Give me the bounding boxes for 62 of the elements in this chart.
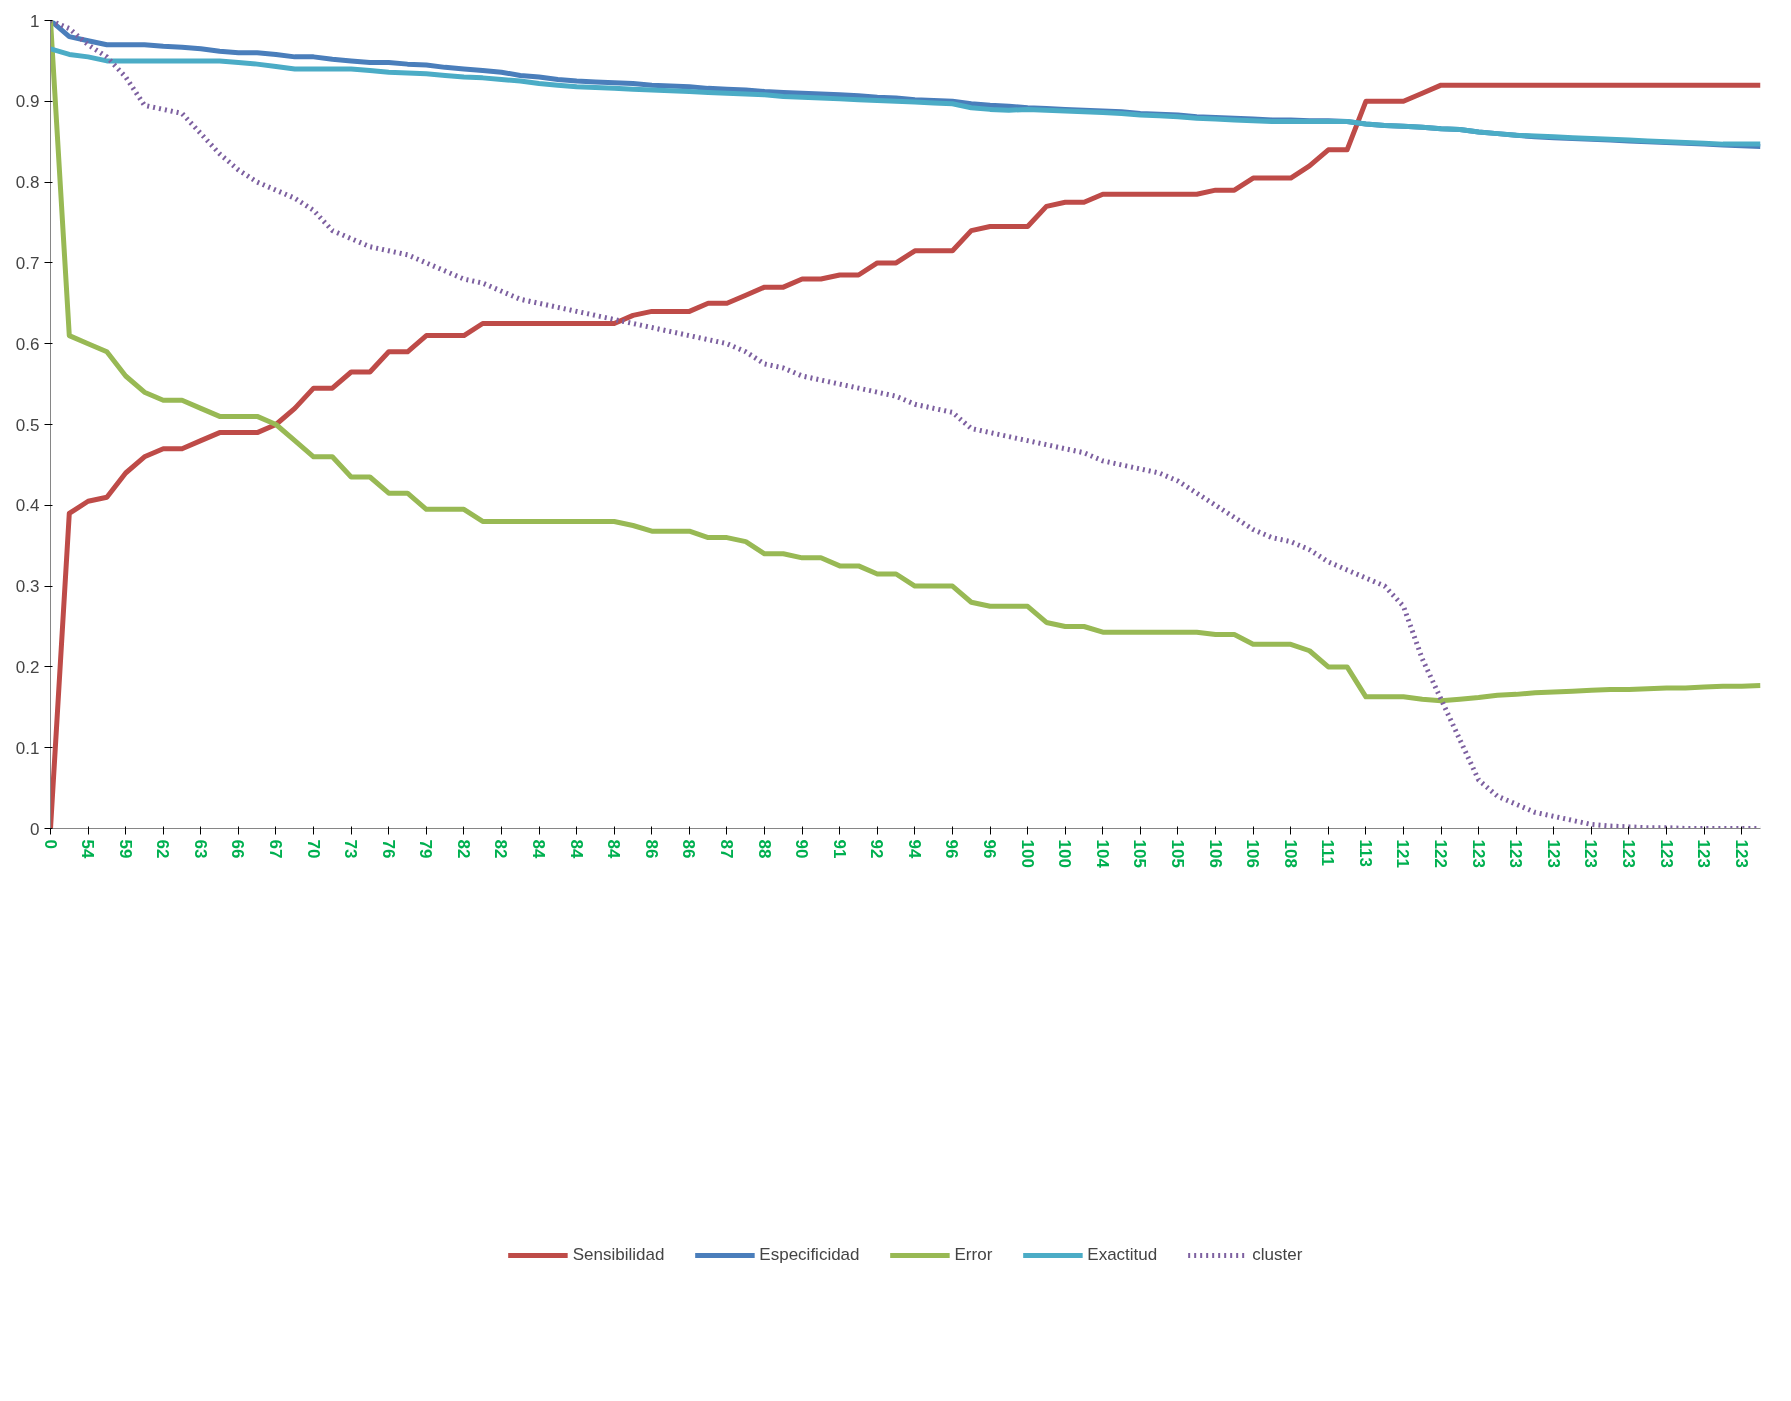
x-tick-label: 54 — [78, 839, 98, 859]
x-tick-label: 123 — [1694, 839, 1714, 868]
y-tick-label: 0.9 — [15, 92, 40, 112]
legend-label: cluster — [1252, 1245, 1303, 1265]
y-tick-label: 0.8 — [15, 173, 40, 193]
x-tick-label: 100 — [1055, 839, 1075, 868]
x-tick-label: 123 — [1618, 839, 1638, 868]
legend-label: Exactitud — [1087, 1245, 1158, 1265]
x-tick-label: 106 — [1205, 839, 1225, 868]
x-tick-label: 91 — [829, 839, 849, 859]
x-tick-label: 59 — [115, 839, 135, 859]
x-tick-label: 123 — [1506, 839, 1526, 868]
y-tick-label: 0.4 — [15, 496, 40, 516]
x-tick-label: 123 — [1468, 839, 1488, 868]
x-tick-label: 82 — [491, 839, 511, 859]
x-tick-label: 100 — [1017, 839, 1037, 868]
x-tick-label: 66 — [228, 839, 248, 859]
x-tick-label: 105 — [1167, 839, 1187, 868]
y-tick-label: 0.3 — [15, 577, 40, 597]
x-tick-label: 84 — [529, 839, 549, 859]
x-tick-label: 92 — [867, 839, 887, 859]
x-tick-label: 96 — [980, 839, 1000, 859]
legend-label: Especificidad — [759, 1245, 860, 1265]
x-tick-label: 86 — [679, 839, 699, 859]
x-tick-label: 123 — [1543, 839, 1563, 868]
x-tick-label: 111 — [1318, 839, 1338, 866]
x-tick-label: 121 — [1393, 839, 1413, 868]
x-tick-label: 79 — [416, 839, 436, 859]
x-tick-label: 0 — [40, 839, 60, 849]
x-tick-label: 62 — [153, 839, 173, 859]
y-tick-label: 0.2 — [15, 657, 40, 677]
x-tick-label: 70 — [303, 839, 323, 859]
y-tick-label: 0.1 — [15, 738, 40, 758]
x-tick-label: 84 — [604, 839, 624, 859]
x-tick-label: 113 — [1355, 839, 1375, 867]
x-tick-label: 87 — [716, 839, 736, 859]
x-tick-label: 122 — [1431, 839, 1451, 868]
x-tick-label: 123 — [1581, 839, 1601, 868]
y-tick-label: 0.6 — [15, 334, 40, 354]
x-tick-label: 96 — [942, 839, 962, 859]
x-tick-label: 88 — [754, 839, 774, 859]
y-tick-label: 0.5 — [15, 415, 40, 435]
x-tick-label: 90 — [792, 839, 812, 859]
x-tick-label: 104 — [1092, 839, 1112, 869]
x-tick-label: 84 — [566, 839, 586, 859]
legend-label: Error — [954, 1245, 993, 1265]
x-tick-label: 108 — [1280, 839, 1300, 868]
x-tick-label: 123 — [1731, 839, 1751, 868]
x-tick-label: 63 — [190, 839, 210, 859]
x-tick-label: 94 — [904, 839, 924, 859]
y-tick-label: 0.7 — [15, 253, 40, 273]
x-tick-label: 86 — [641, 839, 661, 859]
x-tick-label: 123 — [1656, 839, 1676, 868]
y-tick-label: 0 — [30, 819, 40, 839]
x-tick-label: 76 — [378, 839, 398, 859]
x-tick-label: 73 — [341, 839, 361, 859]
x-tick-label: 67 — [265, 839, 285, 859]
x-tick-label: 106 — [1243, 839, 1263, 868]
legend-label: Sensibilidad — [572, 1245, 665, 1265]
x-tick-label: 82 — [453, 839, 473, 859]
y-tick-label: 1 — [30, 11, 40, 31]
x-tick-label: 105 — [1130, 839, 1150, 868]
